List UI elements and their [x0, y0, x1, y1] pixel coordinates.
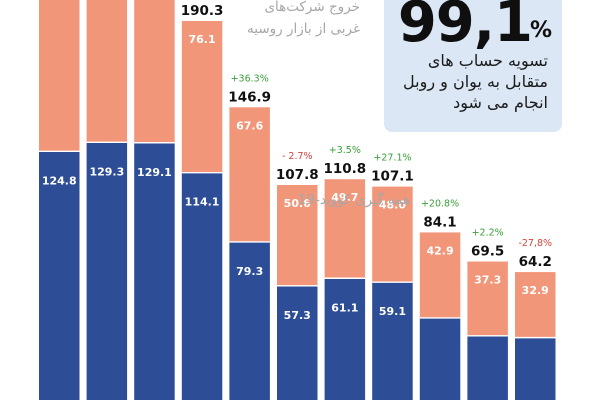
bar-segment-bottom — [515, 337, 556, 400]
bar-top-segment-label: 67.6 — [236, 119, 263, 132]
annotation-covid: همه گیری کووید-19 — [297, 192, 410, 208]
bar-segment-bottom — [467, 335, 508, 400]
bar-total-label: 107.1 — [371, 169, 414, 185]
bar-segment-bottom — [419, 317, 461, 400]
bar-change-label: +20.8% — [421, 198, 459, 209]
callout-description: تسویه حساب های متقابل به یوان و روبل انج… — [403, 51, 548, 112]
bar-bottom-segment-label: 114.1 — [185, 196, 220, 209]
bar-segment-top — [419, 232, 461, 318]
bar-segment-top — [277, 184, 318, 286]
bar-segment-top — [515, 272, 556, 338]
bar-segment-top — [86, 0, 128, 143]
bar-top-segment-label: 42.9 — [426, 244, 453, 257]
bar-bottom-segment-label: 124.8 — [42, 174, 77, 187]
annotation-western-exit-line1: خروج شرکت‌های — [264, 0, 360, 15]
bar-segment-bottom — [372, 282, 413, 400]
bar-top-segment-label: 50.6 — [284, 197, 311, 210]
bar-total-label: 146.9 — [228, 89, 271, 105]
bar-bottom-segment-label: 129.3 — [89, 165, 124, 178]
bar-change-label: +2.2% — [472, 228, 504, 239]
bar-top-segment-label: 48.0 — [379, 199, 406, 212]
bar-top-segment-label: 37.3 — [474, 274, 501, 287]
bar-total-label: 84.1 — [423, 214, 456, 230]
bar-change-label: -27,8% — [518, 238, 552, 249]
bar-top-segment-label: 49.7 — [331, 191, 358, 204]
annotation-western-exit: خروج شرکت‌های غربی از بازار روسیه — [170, 0, 360, 40]
bar-total-label: 69.5 — [471, 244, 504, 260]
bar-top-segment-label: 32.9 — [522, 284, 549, 297]
callout-percent-sign: % — [529, 18, 552, 43]
bar-segment-bottom — [229, 241, 270, 400]
bar-bottom-segment-label: 61.1 — [331, 301, 358, 314]
bar-change-label: +27.1% — [373, 153, 411, 164]
bar-segment-bottom — [277, 285, 318, 400]
bar-segment-bottom — [134, 142, 175, 400]
bar-bottom-segment-label: 59.1 — [379, 305, 406, 318]
bar-change-label: +36.3% — [231, 73, 269, 84]
bar-segment-top — [324, 179, 366, 279]
bar-segment-top — [134, 0, 175, 143]
bar-change-label: +3.5% — [329, 145, 361, 156]
bar-segment-bottom — [39, 151, 80, 400]
bar-segment-top — [39, 0, 80, 152]
bar-change-label: - 2.7% — [282, 151, 313, 162]
bar-bottom-segment-label: 57.3 — [284, 309, 311, 322]
settlement-callout: 99,1 % تسویه حساب های متقابل به یوان و ر… — [384, 0, 562, 132]
bar-segment-top — [229, 107, 270, 242]
bar-segment-top — [467, 261, 508, 336]
bar-segment-bottom — [324, 278, 366, 400]
bar-segment-top — [372, 186, 413, 283]
callout-value: 99,1 — [397, 0, 533, 55]
bar-total-label: 107.8 — [276, 167, 319, 183]
bar-top-segment-label: 76.1 — [188, 33, 215, 46]
annotation-western-exit-line2: غربی از بازار روسیه — [247, 21, 360, 37]
bar-bottom-segment-label: 79.3 — [236, 265, 263, 278]
bar-total-label: 110.8 — [323, 161, 366, 177]
bar-segment-bottom — [181, 172, 223, 400]
bar-segment-top — [181, 21, 223, 173]
bar-total-label: 64.2 — [519, 254, 552, 270]
bar-bottom-segment-label: 129.1 — [137, 166, 172, 179]
bar-total-label: 190.3 — [181, 3, 224, 19]
bar-segment-bottom — [86, 142, 128, 400]
